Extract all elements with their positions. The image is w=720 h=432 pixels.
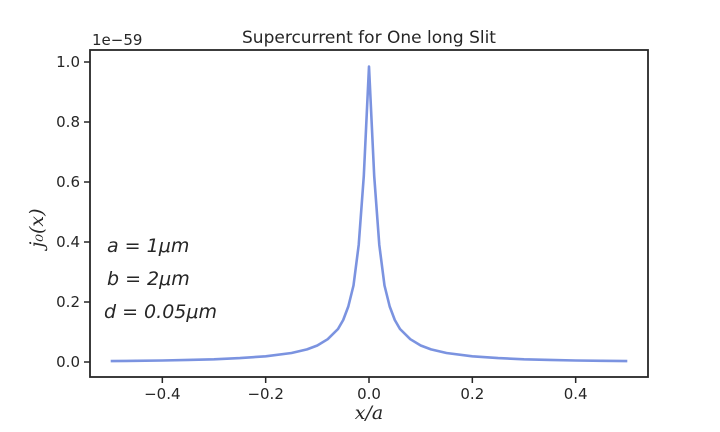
y-tick-label: 0.2 — [56, 293, 80, 311]
y-tick-label: 1.0 — [56, 53, 80, 71]
y-offset-text: 1e−59 — [92, 31, 142, 49]
chart-title: Supercurrent for One long Slit — [242, 28, 496, 48]
annotation-line: a = 1μm — [107, 235, 189, 257]
x-tick-label: 0.0 — [357, 385, 381, 403]
y-tick-label: 0.0 — [56, 353, 80, 371]
annotation-line: b = 2μm — [107, 268, 190, 290]
x-tick-label: 0.4 — [564, 385, 588, 403]
x-tick-label: −0.4 — [144, 385, 180, 403]
y-axis-label: j₀(x) — [26, 208, 48, 251]
x-tick-label: 0.2 — [460, 385, 484, 403]
axes-frame — [89, 49, 649, 378]
annotation-line: d = 0.05μm — [104, 301, 217, 323]
annotation-block: a = 1μm b = 2μm d = 0.05μm — [104, 235, 217, 323]
y-tick-label: 0.6 — [56, 173, 80, 191]
x-axis-label: x/a — [355, 402, 383, 424]
y-tick-label: 0.8 — [56, 113, 80, 131]
plot-area: −0.4 −0.2 0.0 0.2 0.4 0.0 0.2 0.4 0.6 0.8 1.0 — [56, 49, 649, 403]
y-tick-label: 0.4 — [56, 233, 80, 251]
series-line-0 — [110, 65, 628, 363]
x-tick-label: −0.2 — [247, 385, 283, 403]
